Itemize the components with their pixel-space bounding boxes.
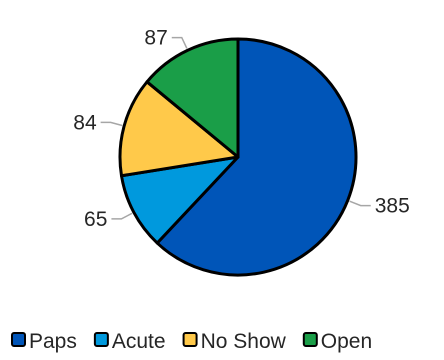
legend: Paps Acute No Show Open	[11, 330, 372, 353]
slice-paps	[155, 37, 358, 277]
legend-swatch-open	[302, 332, 318, 347]
leader-line-open	[171, 36, 188, 49]
legend-swatch-no-show	[182, 332, 198, 347]
data-label-paps: 385	[375, 195, 410, 218]
legend-swatch-paps	[11, 332, 26, 347]
legend-label-acute: Acute	[112, 330, 166, 353]
data-label-open: 87	[144, 27, 167, 50]
data-label-no-show: 84	[73, 111, 97, 134]
slice-no-show	[118, 80, 240, 178]
legend-label-no-show: No Show	[201, 330, 287, 353]
label-leader-lines	[100, 36, 371, 220]
slice-acute	[119, 155, 240, 245]
leader-line-paps	[349, 200, 371, 207]
legend-label-open: Open	[321, 330, 372, 353]
leader-line-acute	[111, 212, 133, 220]
legend-label-paps: Paps	[29, 330, 77, 353]
leader-line-no-show	[100, 121, 123, 127]
data-labels: 385 65 84 87	[73, 27, 410, 231]
pie-slices	[118, 37, 358, 277]
data-label-acute: 65	[84, 208, 107, 231]
slice-open	[145, 37, 240, 159]
legend-swatch-acute	[93, 332, 109, 347]
